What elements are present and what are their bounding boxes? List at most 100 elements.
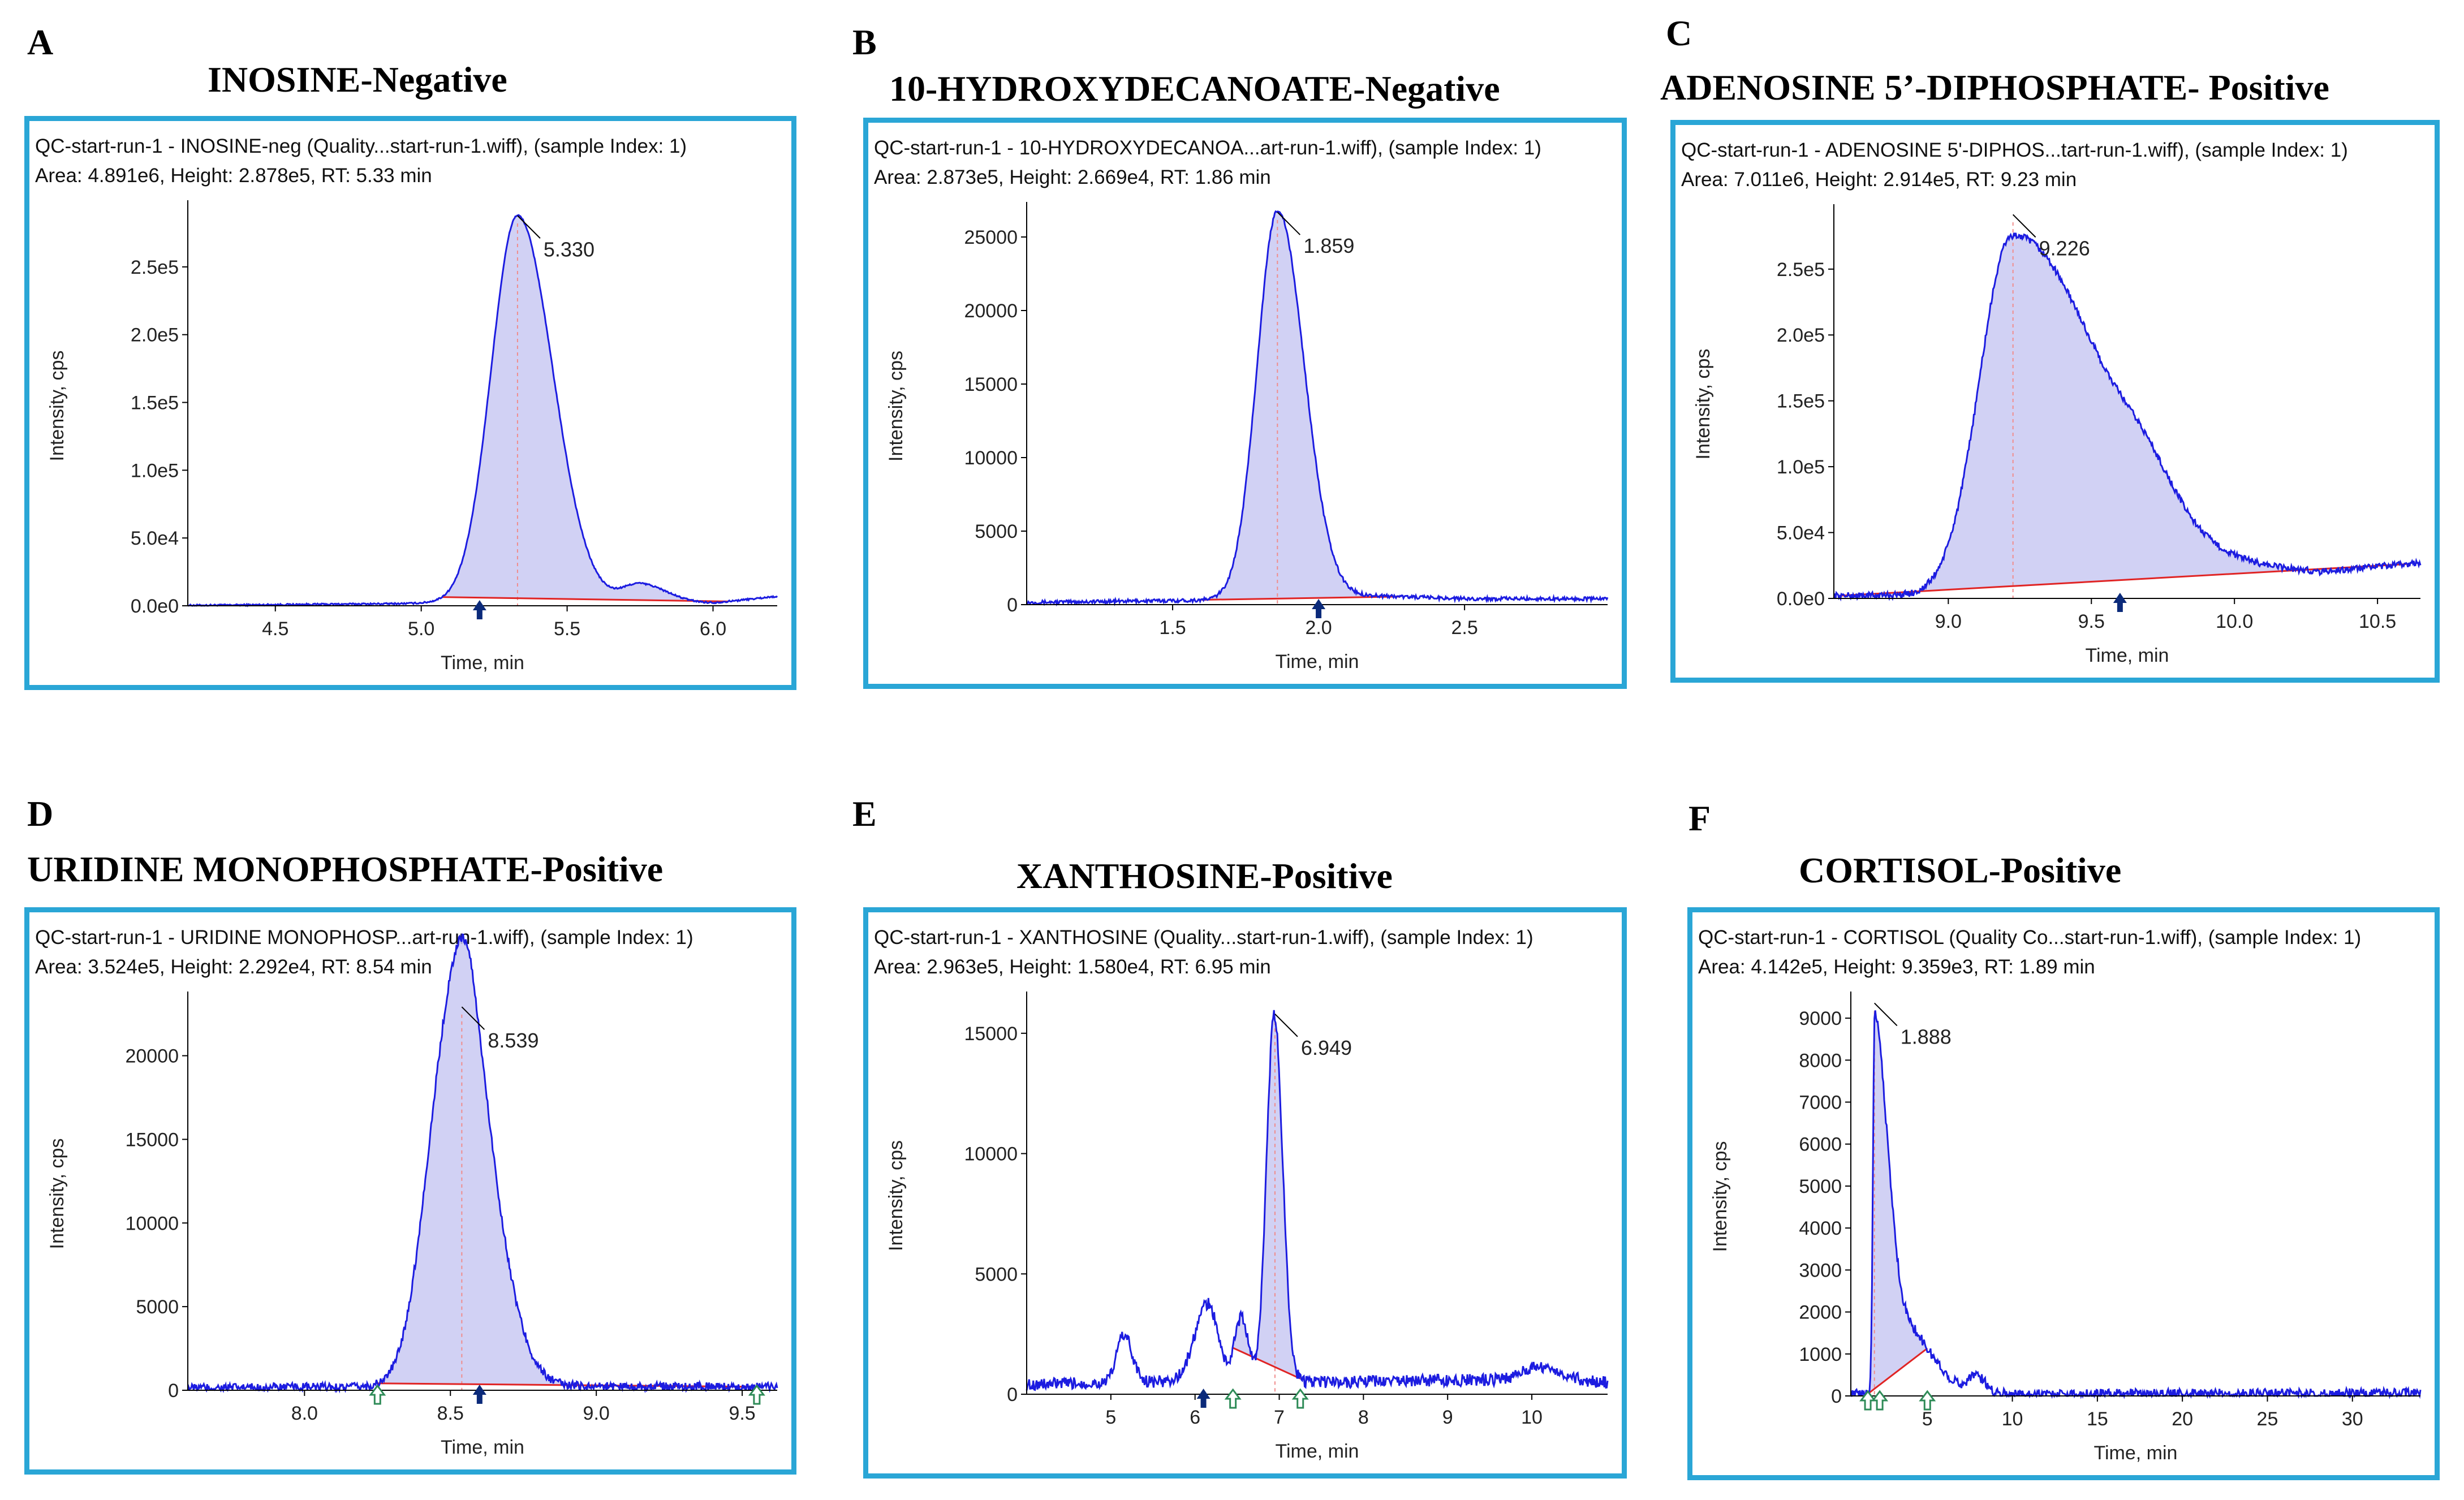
x-tick-label: 9.5 xyxy=(729,1403,755,1424)
integrated-peak-area xyxy=(1868,1010,1928,1394)
x-tick-label: 15 xyxy=(2087,1408,2108,1430)
x-tick-label: 9 xyxy=(1442,1407,1453,1428)
x-tick-label: 6.0 xyxy=(700,618,726,640)
y-tick-label: 5000 xyxy=(136,1296,179,1318)
x-tick-label: 10 xyxy=(1521,1407,1543,1428)
x-axis-label: Time, min xyxy=(2086,645,2169,666)
x-tick-label: 5.0 xyxy=(408,618,434,640)
peak-label-leader xyxy=(1277,212,1301,235)
x-tick-label: 7 xyxy=(1274,1407,1285,1428)
sample-info-line: QC-start-run-1 - ADENOSINE 5'-DIPHOS...t… xyxy=(1681,139,2348,161)
panel-letter-f: F xyxy=(1688,798,1711,838)
y-tick-label: 20000 xyxy=(964,300,1018,322)
y-tick-label: 10000 xyxy=(125,1213,179,1234)
x-axis-label: Time, min xyxy=(441,1437,524,1458)
chromatogram-plot: 0.0e0 5.0e4 1.0e5 1.5e5 2.0e5 2.5e5 4.5 5.0 5.5 6… xyxy=(46,200,778,674)
peak-apex-label: 8.539 xyxy=(488,1029,539,1052)
y-axis-label: Intensity, cps xyxy=(1709,1141,1731,1252)
peak-apex-label: 1.888 xyxy=(1901,1025,1952,1048)
peak-label-leader xyxy=(517,215,541,239)
chromatogram-plot: 0 5000 10000 15000 5 6 7 8 9 10 Time, min Intensity… xyxy=(885,992,1609,1462)
chromatogram-trace xyxy=(1833,232,2422,602)
y-tick-label: 20000 xyxy=(125,1046,179,1067)
x-tick-label: 8.5 xyxy=(437,1403,464,1424)
x-tick-label: 4.5 xyxy=(262,618,288,640)
peak-position-marker xyxy=(1312,599,1326,618)
x-axis-label: Time, min xyxy=(441,652,524,674)
chromatogram-panel-e: QC-start-run-1 - XANTHOSINE (Quality...s… xyxy=(863,907,1627,1479)
y-axis-label: Intensity, cps xyxy=(46,351,68,462)
area-height-rt-line: Area: 4.891e6, Height: 2.878e5, RT: 5.33… xyxy=(35,165,432,187)
peak-position-marker xyxy=(472,1385,486,1404)
x-tick-label: 9.5 xyxy=(2078,611,2105,632)
chromatogram-panel-f: QC-start-run-1 - CORTISOL (Quality Co...… xyxy=(1687,907,2440,1480)
x-tick-label: 6 xyxy=(1190,1407,1200,1428)
chromatogram-plot: 0 1000 2000 3000 4000 5000 6000 7000 8000 9000 5 10… xyxy=(1709,992,2422,1464)
y-axis-label: Intensity, cps xyxy=(885,1140,907,1251)
y-tick-label: 1.5e5 xyxy=(131,393,179,414)
peak-apex-label: 6.949 xyxy=(1301,1036,1352,1059)
x-tick-label: 9.0 xyxy=(583,1403,610,1424)
sample-info-line: QC-start-run-1 - INOSINE-neg (Quality...… xyxy=(35,135,687,157)
sample-info-line: QC-start-run-1 - XANTHOSINE (Quality...s… xyxy=(874,926,1533,949)
y-axis-label: Intensity, cps xyxy=(885,351,907,462)
sample-info-line: QC-start-run-1 - CORTISOL (Quality Co...… xyxy=(1698,926,2362,949)
peak-apex-label: 1.859 xyxy=(1303,234,1354,257)
integrated-peak-area xyxy=(377,934,757,1390)
panel-letter-d: D xyxy=(27,794,54,834)
area-height-rt-line: Area: 2.873e5, Height: 2.669e4, RT: 1.86… xyxy=(874,166,1271,188)
chromatogram-panel-c: QC-start-run-1 - ADENOSINE 5'-DIPHOS...t… xyxy=(1670,120,2440,683)
y-tick-label: 6000 xyxy=(1799,1134,1842,1156)
panel-title-f: CORTISOL-Positive xyxy=(1799,850,2122,890)
chromatogram-trace xyxy=(1026,210,1609,607)
panel-letter-b: B xyxy=(852,22,877,62)
y-tick-label: 2.5e5 xyxy=(1777,259,1825,281)
area-height-rt-line: Area: 4.142e5, Height: 9.359e3, RT: 1.89… xyxy=(1698,956,2095,978)
y-tick-label: 0 xyxy=(1007,1384,1018,1406)
x-tick-label: 10.0 xyxy=(2216,611,2253,632)
x-tick-label: 20 xyxy=(2172,1408,2193,1430)
x-tick-label: 10.5 xyxy=(2359,611,2396,632)
x-tick-label: 10 xyxy=(2002,1408,2023,1430)
x-tick-label: 30 xyxy=(2342,1408,2363,1430)
y-tick-label: 8000 xyxy=(1799,1050,1842,1071)
y-tick-label: 0.0e0 xyxy=(1777,588,1825,610)
x-tick-label: 25 xyxy=(2257,1408,2278,1430)
y-tick-label: 2.0e5 xyxy=(1777,325,1825,346)
panel-letter-a: A xyxy=(27,22,54,62)
peak-label-leader xyxy=(1274,1014,1298,1037)
area-height-rt-line: Area: 3.524e5, Height: 2.292e4, RT: 8.54… xyxy=(35,956,432,978)
chromatogram-panel-d: QC-start-run-1 - URIDINE MONOPHOSP...art… xyxy=(24,907,796,1475)
chromatogram-panel-a: QC-start-run-1 - INOSINE-neg (Quality...… xyxy=(24,116,796,690)
y-tick-label: 5000 xyxy=(1799,1176,1842,1197)
integration-baseline xyxy=(1233,1347,1301,1380)
integration-boundary-cursor xyxy=(1919,1390,1936,1411)
x-tick-label: 8 xyxy=(1358,1407,1369,1428)
x-tick-label: 2.0 xyxy=(1305,617,1332,639)
y-tick-label: 1.0e5 xyxy=(1777,456,1825,478)
y-tick-label: 5000 xyxy=(975,1264,1018,1285)
y-tick-label: 15000 xyxy=(964,374,1018,395)
y-tick-label: 2000 xyxy=(1799,1302,1842,1324)
peak-label-leader xyxy=(2012,214,2036,238)
chromatogram-trace xyxy=(1850,1010,2422,1399)
integrated-peak-area xyxy=(1201,211,1401,601)
y-tick-label: 3000 xyxy=(1799,1260,1842,1281)
panel-title-b: 10-HYDROXYDECANOATE-Negative xyxy=(889,68,1500,109)
y-tick-label: 5.0e4 xyxy=(131,528,179,549)
x-tick-label: 1.5 xyxy=(1159,617,1186,639)
x-tick-label: 2.5 xyxy=(1451,617,1477,639)
x-tick-label: 5 xyxy=(1105,1407,1116,1428)
y-tick-label: 2.5e5 xyxy=(131,257,179,278)
y-tick-label: 5.0e4 xyxy=(1777,523,1825,544)
chromatogram-plot: 0 5000 10000 15000 20000 8.0 8.5 9.0 9.5 Time, mi… xyxy=(46,933,778,1458)
chromatogram-trace xyxy=(187,214,778,607)
chromatogram-trace xyxy=(187,933,778,1394)
sample-info-line: QC-start-run-1 - 10-HYDROXYDECANOA...art… xyxy=(874,137,1541,159)
x-axis-label: Time, min xyxy=(2094,1442,2178,1464)
integration-boundary-cursor xyxy=(748,1384,765,1405)
y-tick-label: 1.0e5 xyxy=(131,460,179,481)
integrated-peak-area xyxy=(1840,232,2406,598)
y-tick-label: 15000 xyxy=(125,1129,179,1150)
integration-boundary-cursor xyxy=(369,1384,386,1405)
